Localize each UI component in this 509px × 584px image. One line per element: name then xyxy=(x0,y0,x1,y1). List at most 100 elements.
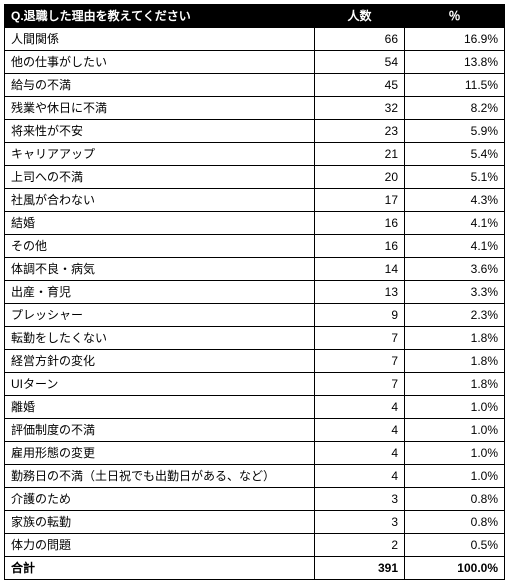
table-row: 残業や休日に不満328.2% xyxy=(5,97,505,120)
cell-pct: 0.5% xyxy=(405,534,505,557)
table-row: 勤務日の不満（土日祝でも出勤日がある、など）41.0% xyxy=(5,465,505,488)
cell-reason: 将来性が不安 xyxy=(5,120,315,143)
cell-reason: 上司への不満 xyxy=(5,166,315,189)
cell-pct: 4.1% xyxy=(405,212,505,235)
cell-count: 3 xyxy=(315,488,405,511)
col-header-reason: Q.退職した理由を教えてください xyxy=(5,5,315,28)
table-row: 経営方針の変化71.8% xyxy=(5,350,505,373)
cell-pct: 5.9% xyxy=(405,120,505,143)
cell-pct: 1.8% xyxy=(405,373,505,396)
col-header-count: 人数 xyxy=(315,5,405,28)
table-total-row: 合計 391 100.0% xyxy=(5,557,505,580)
cell-reason: キャリアアップ xyxy=(5,143,315,166)
cell-reason: 出産・育児 xyxy=(5,281,315,304)
cell-pct: 1.0% xyxy=(405,396,505,419)
cell-pct: 3.6% xyxy=(405,258,505,281)
table-row: 離婚41.0% xyxy=(5,396,505,419)
cell-pct: 3.3% xyxy=(405,281,505,304)
table-row: 社風が合わない174.3% xyxy=(5,189,505,212)
cell-count: 2 xyxy=(315,534,405,557)
table-row: 人間関係6616.9% xyxy=(5,28,505,51)
table-row: UIターン71.8% xyxy=(5,373,505,396)
cell-count: 45 xyxy=(315,74,405,97)
table-row: 給与の不満4511.5% xyxy=(5,74,505,97)
cell-reason: 残業や休日に不満 xyxy=(5,97,315,120)
cell-reason: 介護のため xyxy=(5,488,315,511)
cell-reason: 他の仕事がしたい xyxy=(5,51,315,74)
cell-count: 20 xyxy=(315,166,405,189)
cell-reason: 人間関係 xyxy=(5,28,315,51)
cell-count: 17 xyxy=(315,189,405,212)
table-row: 体力の問題20.5% xyxy=(5,534,505,557)
cell-pct: 4.3% xyxy=(405,189,505,212)
cell-pct: 5.1% xyxy=(405,166,505,189)
cell-count: 4 xyxy=(315,419,405,442)
cell-reason: 勤務日の不満（土日祝でも出勤日がある、など） xyxy=(5,465,315,488)
cell-reason: 離婚 xyxy=(5,396,315,419)
table-row: 評価制度の不満41.0% xyxy=(5,419,505,442)
table-row: キャリアアップ215.4% xyxy=(5,143,505,166)
cell-reason: その他 xyxy=(5,235,315,258)
cell-reason: 結婚 xyxy=(5,212,315,235)
cell-count: 4 xyxy=(315,396,405,419)
table-row: 上司への不満205.1% xyxy=(5,166,505,189)
cell-pct: 8.2% xyxy=(405,97,505,120)
cell-reason: 雇用形態の変更 xyxy=(5,442,315,465)
cell-count: 21 xyxy=(315,143,405,166)
cell-reason: UIターン xyxy=(5,373,315,396)
cell-pct: 16.9% xyxy=(405,28,505,51)
col-header-pct: ％ xyxy=(405,5,505,28)
cell-pct: 2.3% xyxy=(405,304,505,327)
cell-count: 7 xyxy=(315,327,405,350)
cell-count: 14 xyxy=(315,258,405,281)
cell-count: 66 xyxy=(315,28,405,51)
cell-count: 32 xyxy=(315,97,405,120)
cell-reason: 転勤をしたくない xyxy=(5,327,315,350)
cell-pct: 1.8% xyxy=(405,327,505,350)
cell-pct: 11.5% xyxy=(405,74,505,97)
cell-pct: 0.8% xyxy=(405,511,505,534)
cell-pct: 5.4% xyxy=(405,143,505,166)
total-pct: 100.0% xyxy=(405,557,505,580)
cell-pct: 4.1% xyxy=(405,235,505,258)
table-row: 出産・育児133.3% xyxy=(5,281,505,304)
cell-reason: プレッシャー xyxy=(5,304,315,327)
cell-count: 3 xyxy=(315,511,405,534)
cell-count: 4 xyxy=(315,442,405,465)
cell-count: 54 xyxy=(315,51,405,74)
resignation-reasons-table: Q.退職した理由を教えてください 人数 ％ 人間関係6616.9%他の仕事がした… xyxy=(4,4,505,580)
cell-reason: 体力の問題 xyxy=(5,534,315,557)
cell-reason: 家族の転勤 xyxy=(5,511,315,534)
cell-count: 9 xyxy=(315,304,405,327)
cell-pct: 1.0% xyxy=(405,465,505,488)
total-count: 391 xyxy=(315,557,405,580)
table-row: その他164.1% xyxy=(5,235,505,258)
cell-reason: 体調不良・病気 xyxy=(5,258,315,281)
table-row: 雇用形態の変更41.0% xyxy=(5,442,505,465)
table-row: 家族の転勤30.8% xyxy=(5,511,505,534)
cell-pct: 0.8% xyxy=(405,488,505,511)
table-row: 体調不良・病気143.6% xyxy=(5,258,505,281)
cell-pct: 1.8% xyxy=(405,350,505,373)
table-header-row: Q.退職した理由を教えてください 人数 ％ xyxy=(5,5,505,28)
cell-pct: 13.8% xyxy=(405,51,505,74)
cell-pct: 1.0% xyxy=(405,442,505,465)
cell-reason: 給与の不満 xyxy=(5,74,315,97)
cell-count: 16 xyxy=(315,235,405,258)
table-row: 他の仕事がしたい5413.8% xyxy=(5,51,505,74)
table-row: 結婚164.1% xyxy=(5,212,505,235)
total-label: 合計 xyxy=(5,557,315,580)
cell-reason: 評価制度の不満 xyxy=(5,419,315,442)
table-row: 将来性が不安235.9% xyxy=(5,120,505,143)
cell-count: 7 xyxy=(315,373,405,396)
cell-reason: 経営方針の変化 xyxy=(5,350,315,373)
table-row: 転勤をしたくない71.8% xyxy=(5,327,505,350)
table-row: プレッシャー92.3% xyxy=(5,304,505,327)
cell-count: 4 xyxy=(315,465,405,488)
cell-count: 7 xyxy=(315,350,405,373)
cell-count: 16 xyxy=(315,212,405,235)
cell-reason: 社風が合わない xyxy=(5,189,315,212)
cell-count: 23 xyxy=(315,120,405,143)
table-row: 介護のため30.8% xyxy=(5,488,505,511)
cell-pct: 1.0% xyxy=(405,419,505,442)
